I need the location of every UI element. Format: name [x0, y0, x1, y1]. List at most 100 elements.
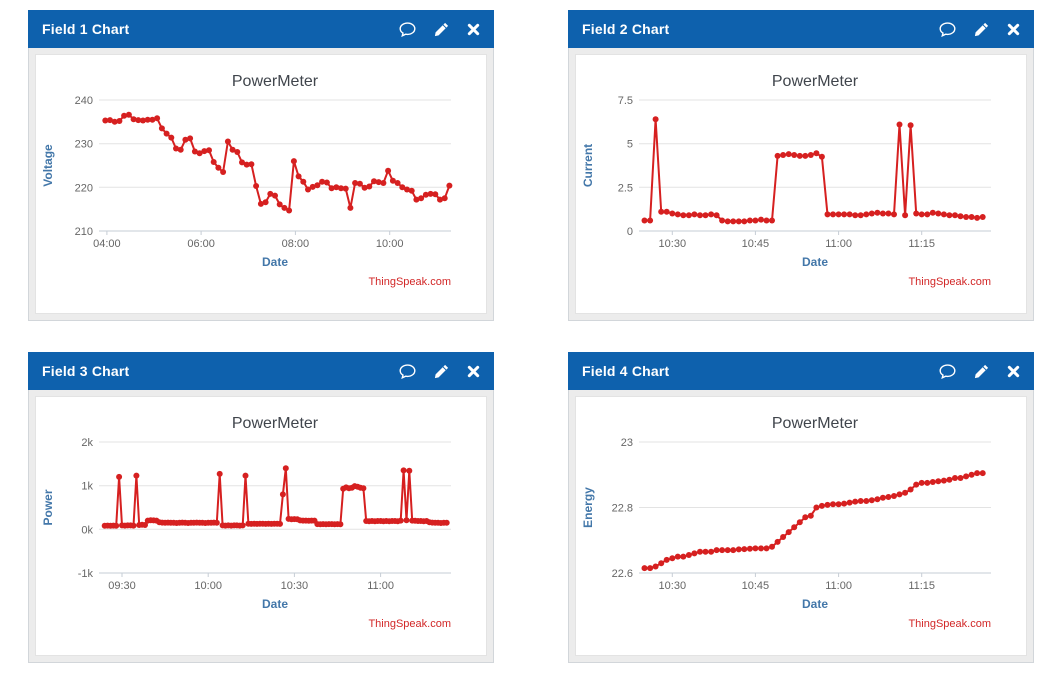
data-point: [187, 135, 194, 142]
chart-svg: -1k 0k 1k 2k 09:30 10:00 10:30 11:00 PowerMeter P…: [41, 415, 451, 630]
data-point: [408, 187, 415, 194]
data-point: [286, 207, 293, 214]
panel-body: 0 2.5 5 7.5 10:30 10:45 11:00 11:15 PowerMeter Cu…: [569, 48, 1033, 320]
data-point: [356, 180, 363, 187]
panel-body: -1k 0k 1k 2k 09:30 10:00 10:30 11:00 PowerMeter P…: [29, 390, 493, 662]
data-point: [277, 520, 283, 527]
comment-icon[interactable]: [399, 363, 416, 379]
data-point: [669, 210, 676, 217]
data-point: [774, 152, 781, 159]
y-tick-label: 22.6: [612, 568, 633, 580]
y-axis-title: Energy: [581, 487, 595, 528]
comment-icon[interactable]: [939, 363, 956, 379]
data-point: [663, 556, 670, 563]
data-point: [272, 192, 278, 199]
data-point: [323, 179, 330, 186]
y-tick-label: 7.5: [618, 95, 633, 107]
credit-link[interactable]: ThingSpeak.com: [908, 276, 991, 288]
close-icon[interactable]: [1007, 21, 1020, 37]
data-point: [913, 481, 920, 488]
comment-icon[interactable]: [399, 21, 416, 37]
data-point: [210, 159, 217, 165]
data-point: [385, 167, 392, 174]
panel-header-actions: [921, 363, 1020, 379]
data-point: [220, 169, 227, 175]
credit-link[interactable]: ThingSpeak.com: [908, 618, 991, 630]
data-point: [741, 218, 748, 225]
data-point: [400, 467, 407, 474]
data-point: [940, 211, 947, 218]
data-point: [371, 178, 377, 185]
data-point: [215, 164, 222, 171]
data-point: [946, 476, 953, 483]
edit-icon[interactable]: [974, 363, 989, 379]
data-point: [399, 184, 406, 191]
data-point: [361, 184, 368, 191]
data-point: [116, 118, 123, 124]
data-point: [647, 217, 654, 224]
data-point: [946, 212, 953, 219]
chart-svg: 210 220 230 240 04:00 06:00 08:00 10:00 PowerMet…: [41, 73, 453, 288]
data-point: [422, 191, 429, 198]
data-point: [702, 548, 709, 555]
y-tick-label: 1k: [81, 481, 93, 493]
data-point: [262, 199, 269, 206]
data-point: [902, 212, 909, 219]
panel-field-2: Field 2 Chart 0 2.5 5 7.5 10:30 10:45 11:00 11:…: [568, 10, 1034, 321]
data-point: [347, 204, 354, 211]
data-point: [397, 517, 404, 524]
x-axis-title: Date: [262, 255, 288, 269]
y-tick-label: 230: [75, 139, 93, 151]
data-point: [780, 534, 787, 540]
data-point: [674, 553, 681, 560]
data-point: [830, 501, 836, 508]
credit-link[interactable]: ThingSpeak.com: [368, 276, 451, 288]
data-point: [857, 212, 864, 219]
data-point: [418, 195, 425, 202]
data-point: [708, 211, 715, 218]
data-point: [713, 547, 720, 554]
data-point: [935, 210, 942, 217]
close-icon[interactable]: [467, 21, 480, 37]
close-icon[interactable]: [467, 363, 480, 379]
data-point: [652, 563, 659, 570]
credit-link[interactable]: ThingSpeak.com: [368, 618, 451, 630]
chart-field3-power: -1k 0k 1k 2k 09:30 10:00 10:30 11:00 PowerMeter P…: [35, 396, 487, 656]
chart-svg: 22.6 22.8 23 10:30 10:45 11:00 11:15 PowerMeter…: [581, 415, 991, 630]
data-point: [924, 479, 931, 486]
x-tick-label: 10:00: [376, 238, 404, 250]
edit-icon[interactable]: [974, 21, 989, 37]
data-point: [863, 498, 870, 504]
data-point: [907, 122, 914, 129]
data-point: [963, 473, 970, 480]
data-point: [802, 514, 809, 521]
data-point: [796, 519, 803, 526]
data-point: [868, 497, 875, 504]
data-point: [713, 212, 720, 219]
data-point: [328, 185, 335, 192]
edit-icon[interactable]: [434, 21, 449, 37]
data-point: [841, 211, 848, 218]
data-point: [111, 118, 118, 125]
x-tick-label: 06:00: [187, 238, 215, 250]
x-tick-label: 11:00: [825, 580, 852, 592]
data-point: [366, 183, 373, 190]
data-point: [813, 504, 820, 511]
data-point: [163, 130, 170, 137]
comment-icon[interactable]: [939, 21, 956, 37]
y-tick-label: 210: [75, 226, 93, 238]
data-point: [891, 211, 897, 218]
data-point: [404, 186, 410, 193]
data-point: [824, 501, 831, 508]
data-point: [774, 538, 781, 545]
data-point: [769, 217, 775, 224]
data-point: [841, 500, 848, 507]
data-point: [935, 478, 942, 485]
data-point: [691, 211, 698, 218]
edit-icon[interactable]: [434, 363, 449, 379]
data-point: [879, 494, 886, 501]
x-tick-label: 09:30: [108, 580, 136, 592]
x-tick-label: 11:15: [908, 238, 935, 250]
close-icon[interactable]: [1007, 363, 1020, 379]
